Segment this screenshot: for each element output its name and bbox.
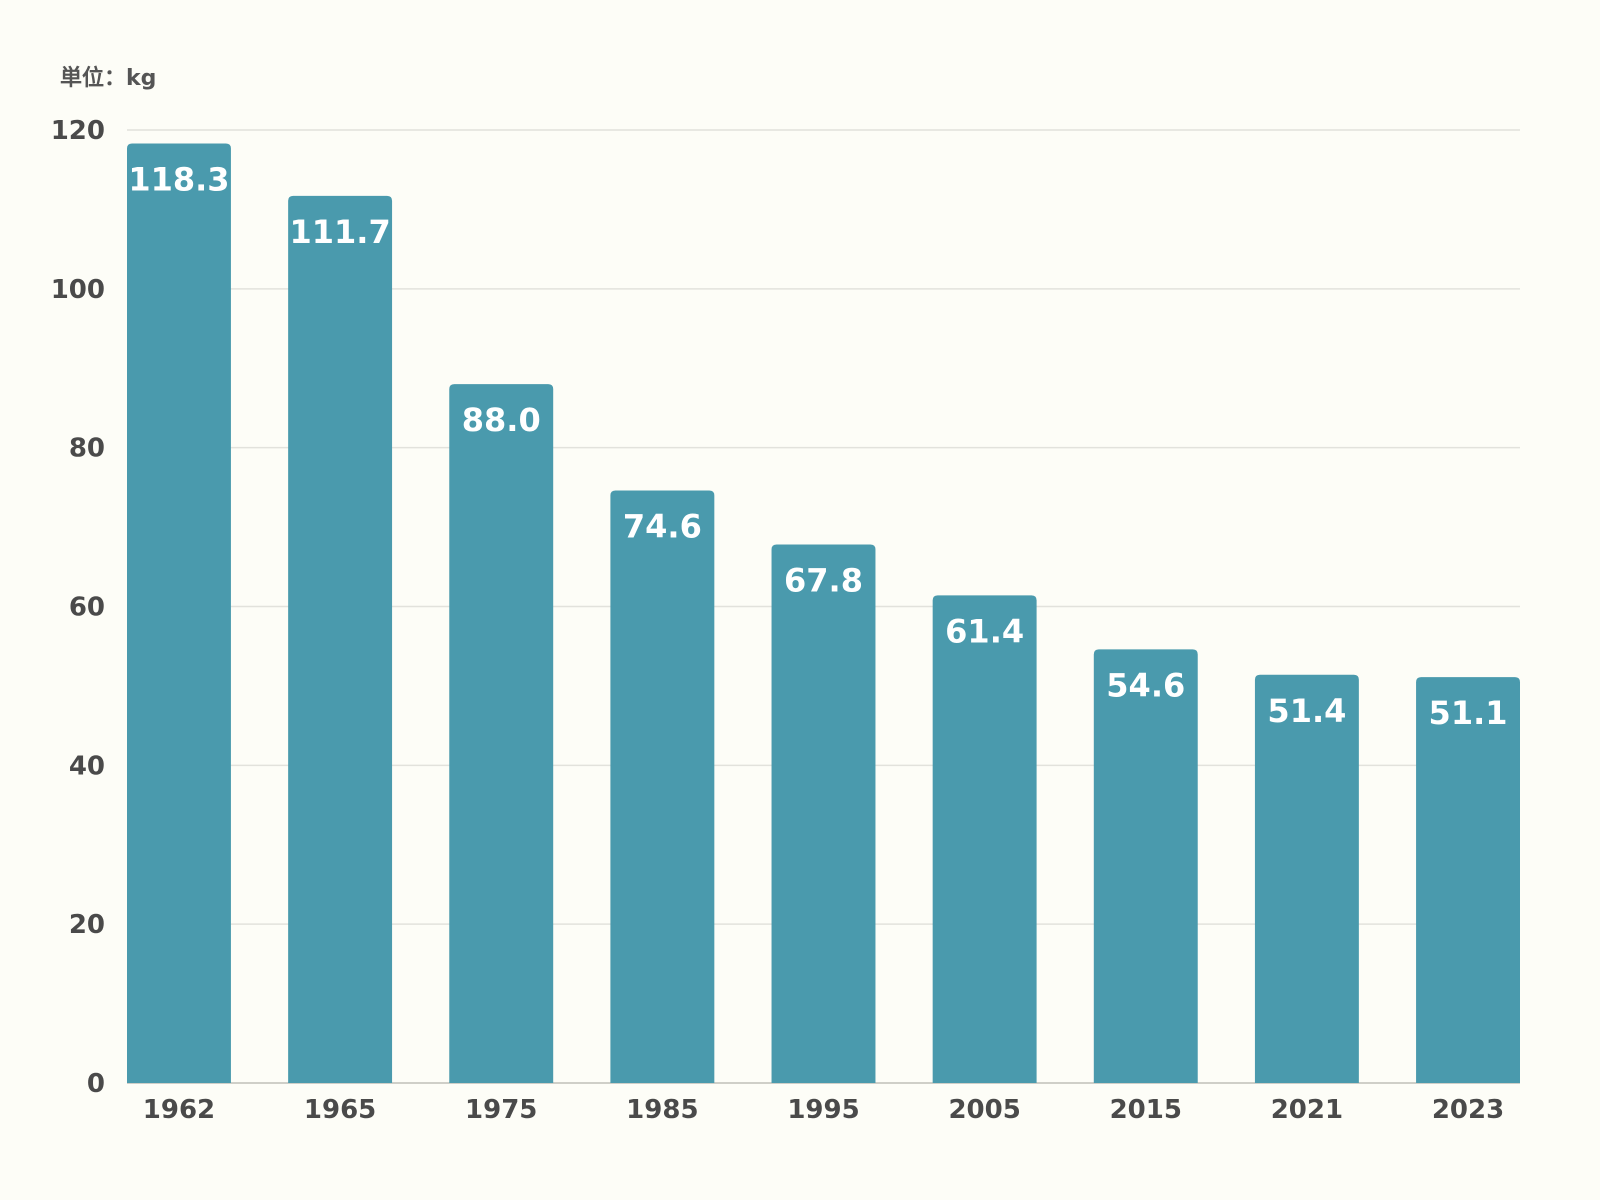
x-tick-label: 2005 [948, 1095, 1020, 1125]
x-tick-label: 2021 [1271, 1095, 1343, 1125]
bar-value-label: 54.6 [1106, 666, 1185, 704]
y-tick-label: 80 [69, 434, 105, 464]
bar-value-label: 51.4 [1267, 692, 1346, 730]
x-tick-label: 2023 [1432, 1095, 1504, 1125]
y-axis-ticks: 0 20 40 60 80 100 120 [51, 116, 105, 1099]
bar-value-labels: 118.3 111.7 88.0 74.6 67.8 61.4 54.6 51.4 51.1 [128, 161, 1507, 733]
bar-value-label: 118.3 [128, 161, 229, 199]
y-tick-label: 40 [69, 751, 105, 781]
bar-value-label: 51.1 [1429, 694, 1508, 732]
y-tick-label: 60 [69, 593, 105, 623]
y-tick-label: 120 [51, 116, 105, 146]
bars [127, 143, 1520, 1084]
bar-value-label: 111.7 [289, 213, 390, 251]
bar-2023 [1416, 677, 1520, 1083]
y-tick-label: 20 [69, 910, 105, 940]
bar-1962 [127, 143, 231, 1083]
bar-value-label: 88.0 [462, 401, 541, 439]
bar-2021 [1254, 674, 1359, 1083]
y-tick-label: 0 [87, 1069, 105, 1099]
x-tick-label: 2015 [1110, 1095, 1182, 1125]
x-tick-label: 1962 [143, 1095, 215, 1125]
bar-1985 [610, 490, 715, 1084]
bar-2015 [1093, 649, 1198, 1083]
x-axis-ticks: 1962 1965 1975 1985 1995 2005 2015 2021 2023 [143, 1095, 1504, 1125]
bar-1965 [288, 195, 393, 1083]
x-tick-label: 1975 [465, 1095, 537, 1125]
x-tick-label: 1985 [626, 1095, 698, 1125]
bar-value-label: 67.8 [784, 562, 863, 600]
x-tick-label: 1965 [304, 1095, 376, 1125]
bar-1975 [449, 384, 554, 1084]
unit-label: 単位：kg [60, 66, 157, 91]
bar-value-label: 74.6 [623, 508, 702, 546]
bar-2005 [932, 595, 1037, 1083]
bar-value-label: 61.4 [945, 612, 1024, 650]
bar-1995 [771, 544, 876, 1083]
x-tick-label: 1995 [787, 1095, 859, 1125]
y-tick-label: 100 [51, 275, 105, 305]
